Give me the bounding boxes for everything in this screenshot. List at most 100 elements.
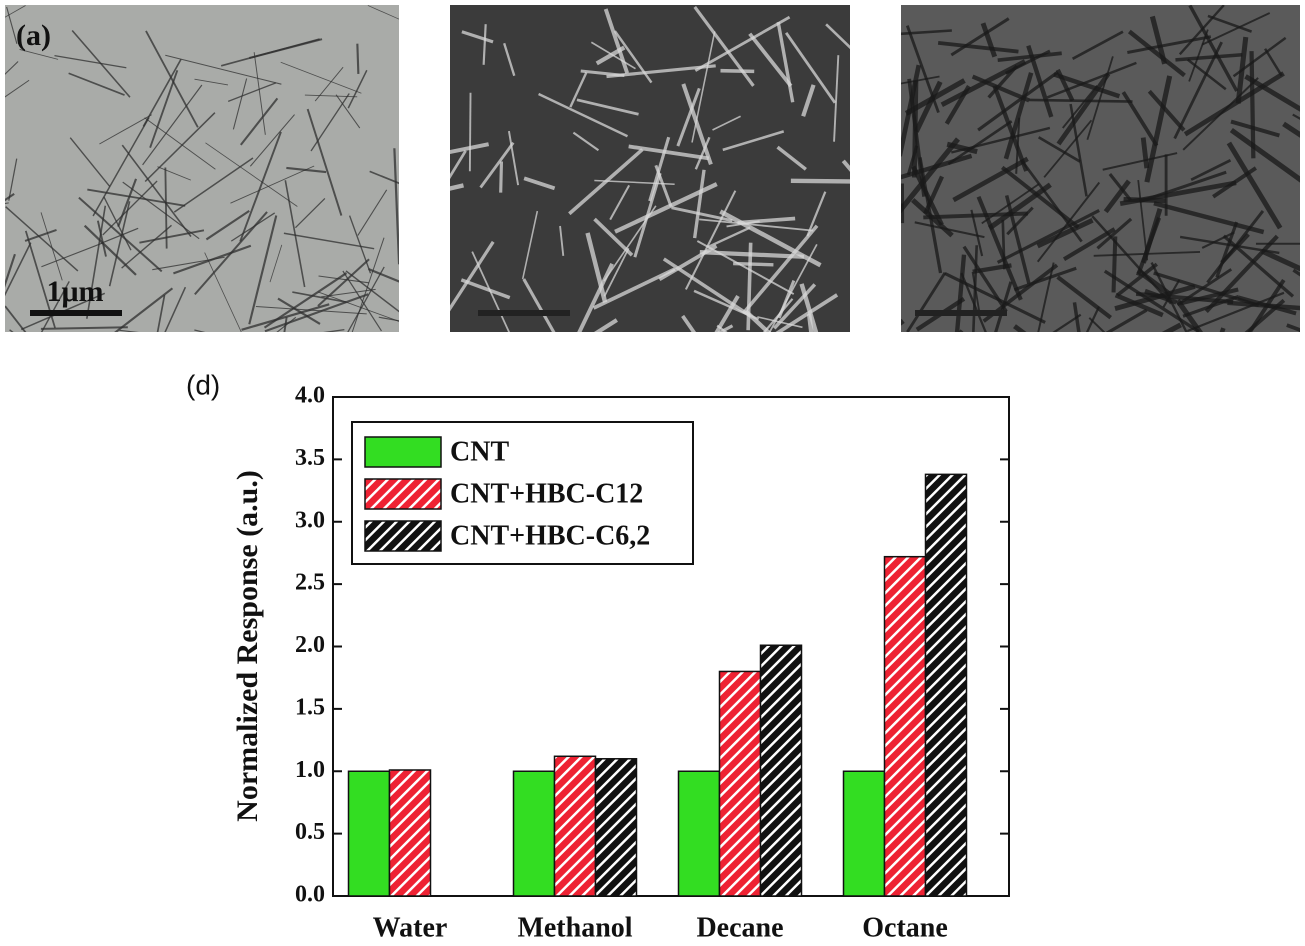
fiber bbox=[1127, 35, 1212, 54]
fiber bbox=[1147, 89, 1186, 132]
fiber bbox=[351, 237, 385, 332]
fiber bbox=[911, 80, 919, 178]
fiber bbox=[940, 59, 1027, 107]
fiber bbox=[86, 205, 107, 319]
fiber bbox=[676, 87, 701, 147]
fiber bbox=[947, 120, 1013, 166]
fiber bbox=[1176, 268, 1233, 307]
fiber bbox=[482, 24, 487, 65]
fiber bbox=[609, 184, 631, 221]
fiber bbox=[614, 182, 718, 234]
fiber bbox=[1229, 127, 1300, 183]
fiber bbox=[157, 166, 191, 181]
fiber bbox=[41, 242, 103, 268]
fiber bbox=[717, 324, 734, 332]
fiber bbox=[1140, 137, 1150, 169]
fiber bbox=[1264, 48, 1283, 77]
fiber bbox=[5, 79, 30, 98]
fiber bbox=[205, 209, 250, 241]
fiber bbox=[901, 137, 961, 214]
fiber bbox=[1103, 269, 1200, 332]
bar bbox=[842, 770, 886, 897]
fiber bbox=[776, 21, 795, 103]
fiber bbox=[1028, 98, 1133, 103]
fiber bbox=[1173, 41, 1223, 140]
fiber bbox=[283, 232, 375, 250]
fiber bbox=[1127, 29, 1186, 78]
fiber bbox=[1182, 294, 1240, 318]
fiber bbox=[1105, 308, 1148, 332]
fiber bbox=[977, 70, 1059, 132]
fiber bbox=[461, 30, 494, 44]
fiber bbox=[156, 294, 166, 332]
fiber bbox=[357, 189, 388, 236]
fiber bbox=[772, 283, 817, 330]
scale-bar-label: 1μm bbox=[47, 275, 104, 308]
fiber bbox=[681, 314, 697, 332]
fiber bbox=[8, 158, 18, 201]
y-tick-label: 2.0 bbox=[295, 632, 325, 658]
fiber bbox=[276, 316, 297, 332]
fiber bbox=[102, 180, 158, 236]
fiber bbox=[1260, 248, 1300, 272]
fiber bbox=[145, 30, 199, 128]
fiber bbox=[712, 115, 741, 131]
fiber bbox=[806, 313, 814, 332]
fiber bbox=[227, 82, 277, 102]
fiber bbox=[1114, 292, 1164, 318]
fiber bbox=[606, 64, 716, 79]
fiber bbox=[5, 242, 32, 297]
fiber bbox=[951, 126, 1051, 154]
fiber bbox=[1004, 195, 1031, 285]
fiber bbox=[121, 224, 172, 269]
fiber bbox=[119, 329, 139, 332]
fiber bbox=[681, 83, 713, 165]
fiber bbox=[230, 165, 315, 204]
fiber bbox=[980, 22, 998, 58]
fiber bbox=[970, 209, 984, 257]
fiber bbox=[1071, 30, 1124, 61]
bar bbox=[553, 755, 597, 897]
panel-label: (d) bbox=[186, 369, 220, 400]
fiber bbox=[1052, 313, 1082, 332]
fiber bbox=[356, 43, 360, 74]
y-tick-label: 4.0 bbox=[295, 383, 325, 409]
fiber bbox=[335, 94, 361, 129]
fiber bbox=[304, 94, 358, 98]
fiber bbox=[348, 215, 372, 274]
fiber bbox=[1222, 234, 1295, 298]
y-tick-label: 1.5 bbox=[295, 694, 325, 720]
bar bbox=[594, 758, 638, 897]
fiber bbox=[1187, 291, 1285, 332]
fiber bbox=[1055, 68, 1075, 102]
fiber bbox=[503, 42, 516, 77]
y-tick-label: 3.0 bbox=[295, 507, 325, 533]
fiber bbox=[801, 84, 816, 117]
fiber bbox=[99, 114, 152, 145]
fiber bbox=[5, 61, 19, 75]
fiber bbox=[165, 54, 282, 85]
fiber bbox=[345, 270, 399, 313]
fiber bbox=[232, 78, 248, 130]
x-tick-label: Water bbox=[373, 912, 448, 943]
fiber bbox=[576, 98, 639, 116]
fiber bbox=[569, 71, 588, 108]
fiber bbox=[347, 69, 368, 109]
scale-bar bbox=[915, 310, 1007, 316]
fiber bbox=[1114, 284, 1196, 311]
fiber bbox=[1212, 166, 1257, 199]
fiber bbox=[283, 317, 288, 332]
fiber bbox=[841, 159, 850, 172]
fiber bbox=[241, 303, 330, 331]
fiber bbox=[1207, 14, 1253, 33]
y-axis-label: Normalized Response (a.u.) bbox=[231, 470, 264, 822]
fiber bbox=[671, 206, 733, 223]
fiber bbox=[263, 272, 348, 329]
fiber bbox=[923, 175, 944, 215]
legend-label: CNT+HBC-C12 bbox=[450, 478, 643, 509]
fiber bbox=[1056, 72, 1111, 146]
fiber bbox=[40, 281, 70, 332]
fiber bbox=[5, 253, 16, 288]
fiber bbox=[342, 270, 382, 332]
fiber bbox=[1183, 71, 1285, 137]
